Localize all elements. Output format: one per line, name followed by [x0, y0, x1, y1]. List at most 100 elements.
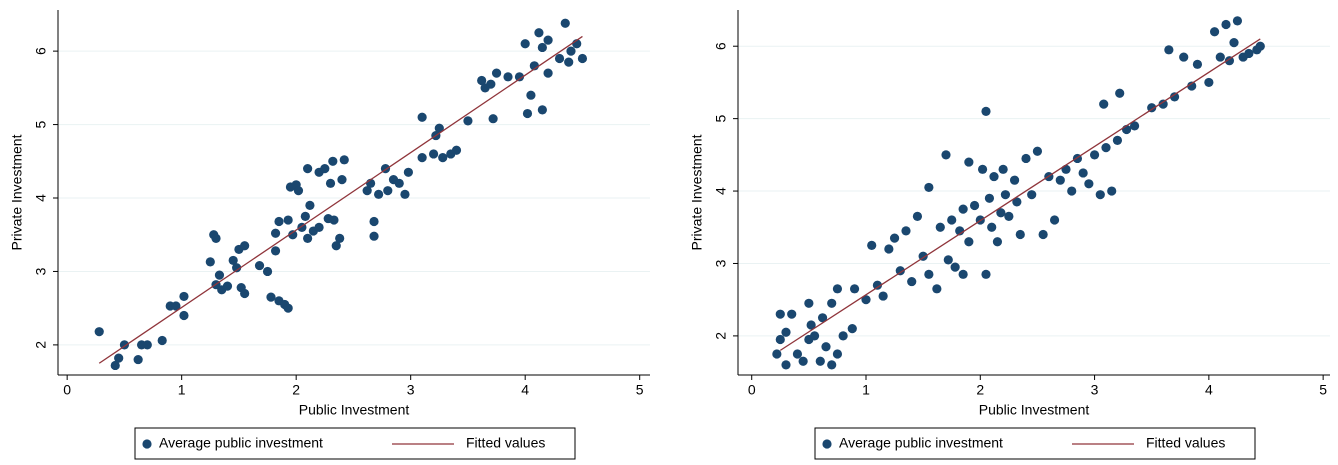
- x-axis-title: Public Investment: [299, 402, 410, 418]
- legend-label: Fitted values: [1146, 435, 1225, 451]
- y-tick-label: 5: [33, 120, 49, 128]
- scatter-point: [1015, 229, 1025, 240]
- y-tick-label: 3: [713, 259, 729, 267]
- scatter-point: [1021, 153, 1031, 164]
- scatter-point: [1129, 121, 1140, 131]
- scatter-point: [205, 257, 215, 267]
- scatter-point: [1099, 99, 1109, 109]
- scatter-point: [817, 313, 828, 323]
- scatter-point: [977, 164, 988, 174]
- scatter-point: [1158, 99, 1168, 109]
- scatter-point: [912, 211, 923, 221]
- scatter-point: [832, 349, 843, 359]
- scatter-point: [1244, 48, 1254, 59]
- scatter-point: [1107, 186, 1117, 196]
- scatter-point: [560, 18, 570, 28]
- scatter-point: [821, 342, 831, 352]
- scatter-point: [566, 46, 576, 56]
- y-tick-label: 4: [33, 194, 49, 202]
- scatter-point: [577, 53, 588, 64]
- scatter-point: [1209, 27, 1220, 37]
- scatter-point: [950, 262, 960, 272]
- scatter-point: [428, 149, 439, 159]
- x-axis-title: Public Investment: [979, 402, 1090, 418]
- scatter-point: [314, 222, 324, 232]
- legend-marker: [822, 439, 832, 449]
- scatter-point: [872, 280, 883, 290]
- scatter-point: [526, 90, 536, 100]
- scatter-point: [270, 246, 281, 256]
- scatter-point: [157, 335, 167, 346]
- scatter-point: [329, 215, 339, 225]
- scatter-point: [543, 68, 553, 78]
- scatter-point: [989, 171, 999, 182]
- x-tick-label: 5: [1319, 382, 1327, 398]
- scatter-point: [1255, 41, 1265, 51]
- scatter-point: [847, 324, 857, 334]
- scatter-point: [171, 301, 181, 311]
- scatter-point: [335, 233, 345, 244]
- scatter-point: [998, 164, 1008, 174]
- scatter-point: [809, 331, 820, 341]
- scatter-point: [362, 186, 372, 196]
- y-tick-label: 5: [713, 115, 729, 123]
- scatter-point: [1027, 190, 1037, 200]
- scatter-point: [240, 288, 250, 299]
- scatter-point: [1012, 197, 1022, 207]
- scatter-point: [300, 211, 310, 221]
- scatter-point: [179, 291, 189, 302]
- scatter-point: [417, 153, 427, 163]
- scatter-point: [1004, 211, 1014, 221]
- scatter-point: [1101, 142, 1111, 153]
- scatter-point: [270, 228, 281, 238]
- scatter-point: [403, 167, 413, 177]
- scatter-point: [417, 112, 427, 122]
- scatter-point: [1049, 215, 1060, 225]
- y-tick-label: 6: [713, 42, 729, 50]
- scatter-point: [1232, 16, 1243, 26]
- scatter-point: [907, 276, 917, 287]
- scatter-point: [1061, 164, 1071, 174]
- scatter-point: [537, 42, 547, 53]
- x-tick-label: 2: [292, 382, 300, 398]
- y-axis-title: Private Investment: [9, 134, 25, 250]
- scatter-point: [1224, 56, 1235, 66]
- scatter-point: [142, 340, 152, 350]
- scatter-point: [987, 222, 997, 232]
- scatter-point: [861, 295, 871, 305]
- scatter-point: [781, 327, 791, 337]
- scatter-point: [996, 208, 1006, 218]
- scatter-point: [331, 241, 341, 251]
- scatter-point: [503, 72, 513, 82]
- scatter-point: [932, 284, 942, 294]
- scatter-point: [981, 269, 991, 279]
- scatter-point: [1089, 150, 1100, 160]
- scatter-point: [133, 354, 143, 365]
- scatter-point: [537, 105, 547, 115]
- scatter-point: [792, 349, 803, 359]
- scatter-point: [947, 215, 957, 225]
- scatter-point: [438, 153, 448, 163]
- scatter-point: [1055, 175, 1065, 185]
- x-tick-label: 4: [1205, 382, 1213, 398]
- scatter-point: [849, 284, 860, 294]
- scatter-point: [806, 320, 816, 330]
- scatter-point: [554, 53, 565, 64]
- legend-label: Average public investment: [839, 435, 1003, 451]
- scatter-point: [451, 145, 462, 155]
- scatter-point: [878, 291, 888, 301]
- scatter-point: [984, 193, 995, 203]
- scatter-point: [1112, 135, 1123, 145]
- fitted-line: [779, 38, 1261, 351]
- x-tick-label: 2: [976, 382, 984, 398]
- legend-box: [814, 427, 1256, 460]
- scatter-point: [941, 150, 951, 160]
- scatter-point: [179, 310, 189, 321]
- scatter-point: [1169, 92, 1180, 102]
- scatter-point: [463, 116, 473, 126]
- scatter-point: [992, 237, 1003, 247]
- scatter-point: [943, 255, 953, 265]
- scatter-point: [491, 68, 502, 78]
- x-tick-label: 3: [407, 382, 415, 398]
